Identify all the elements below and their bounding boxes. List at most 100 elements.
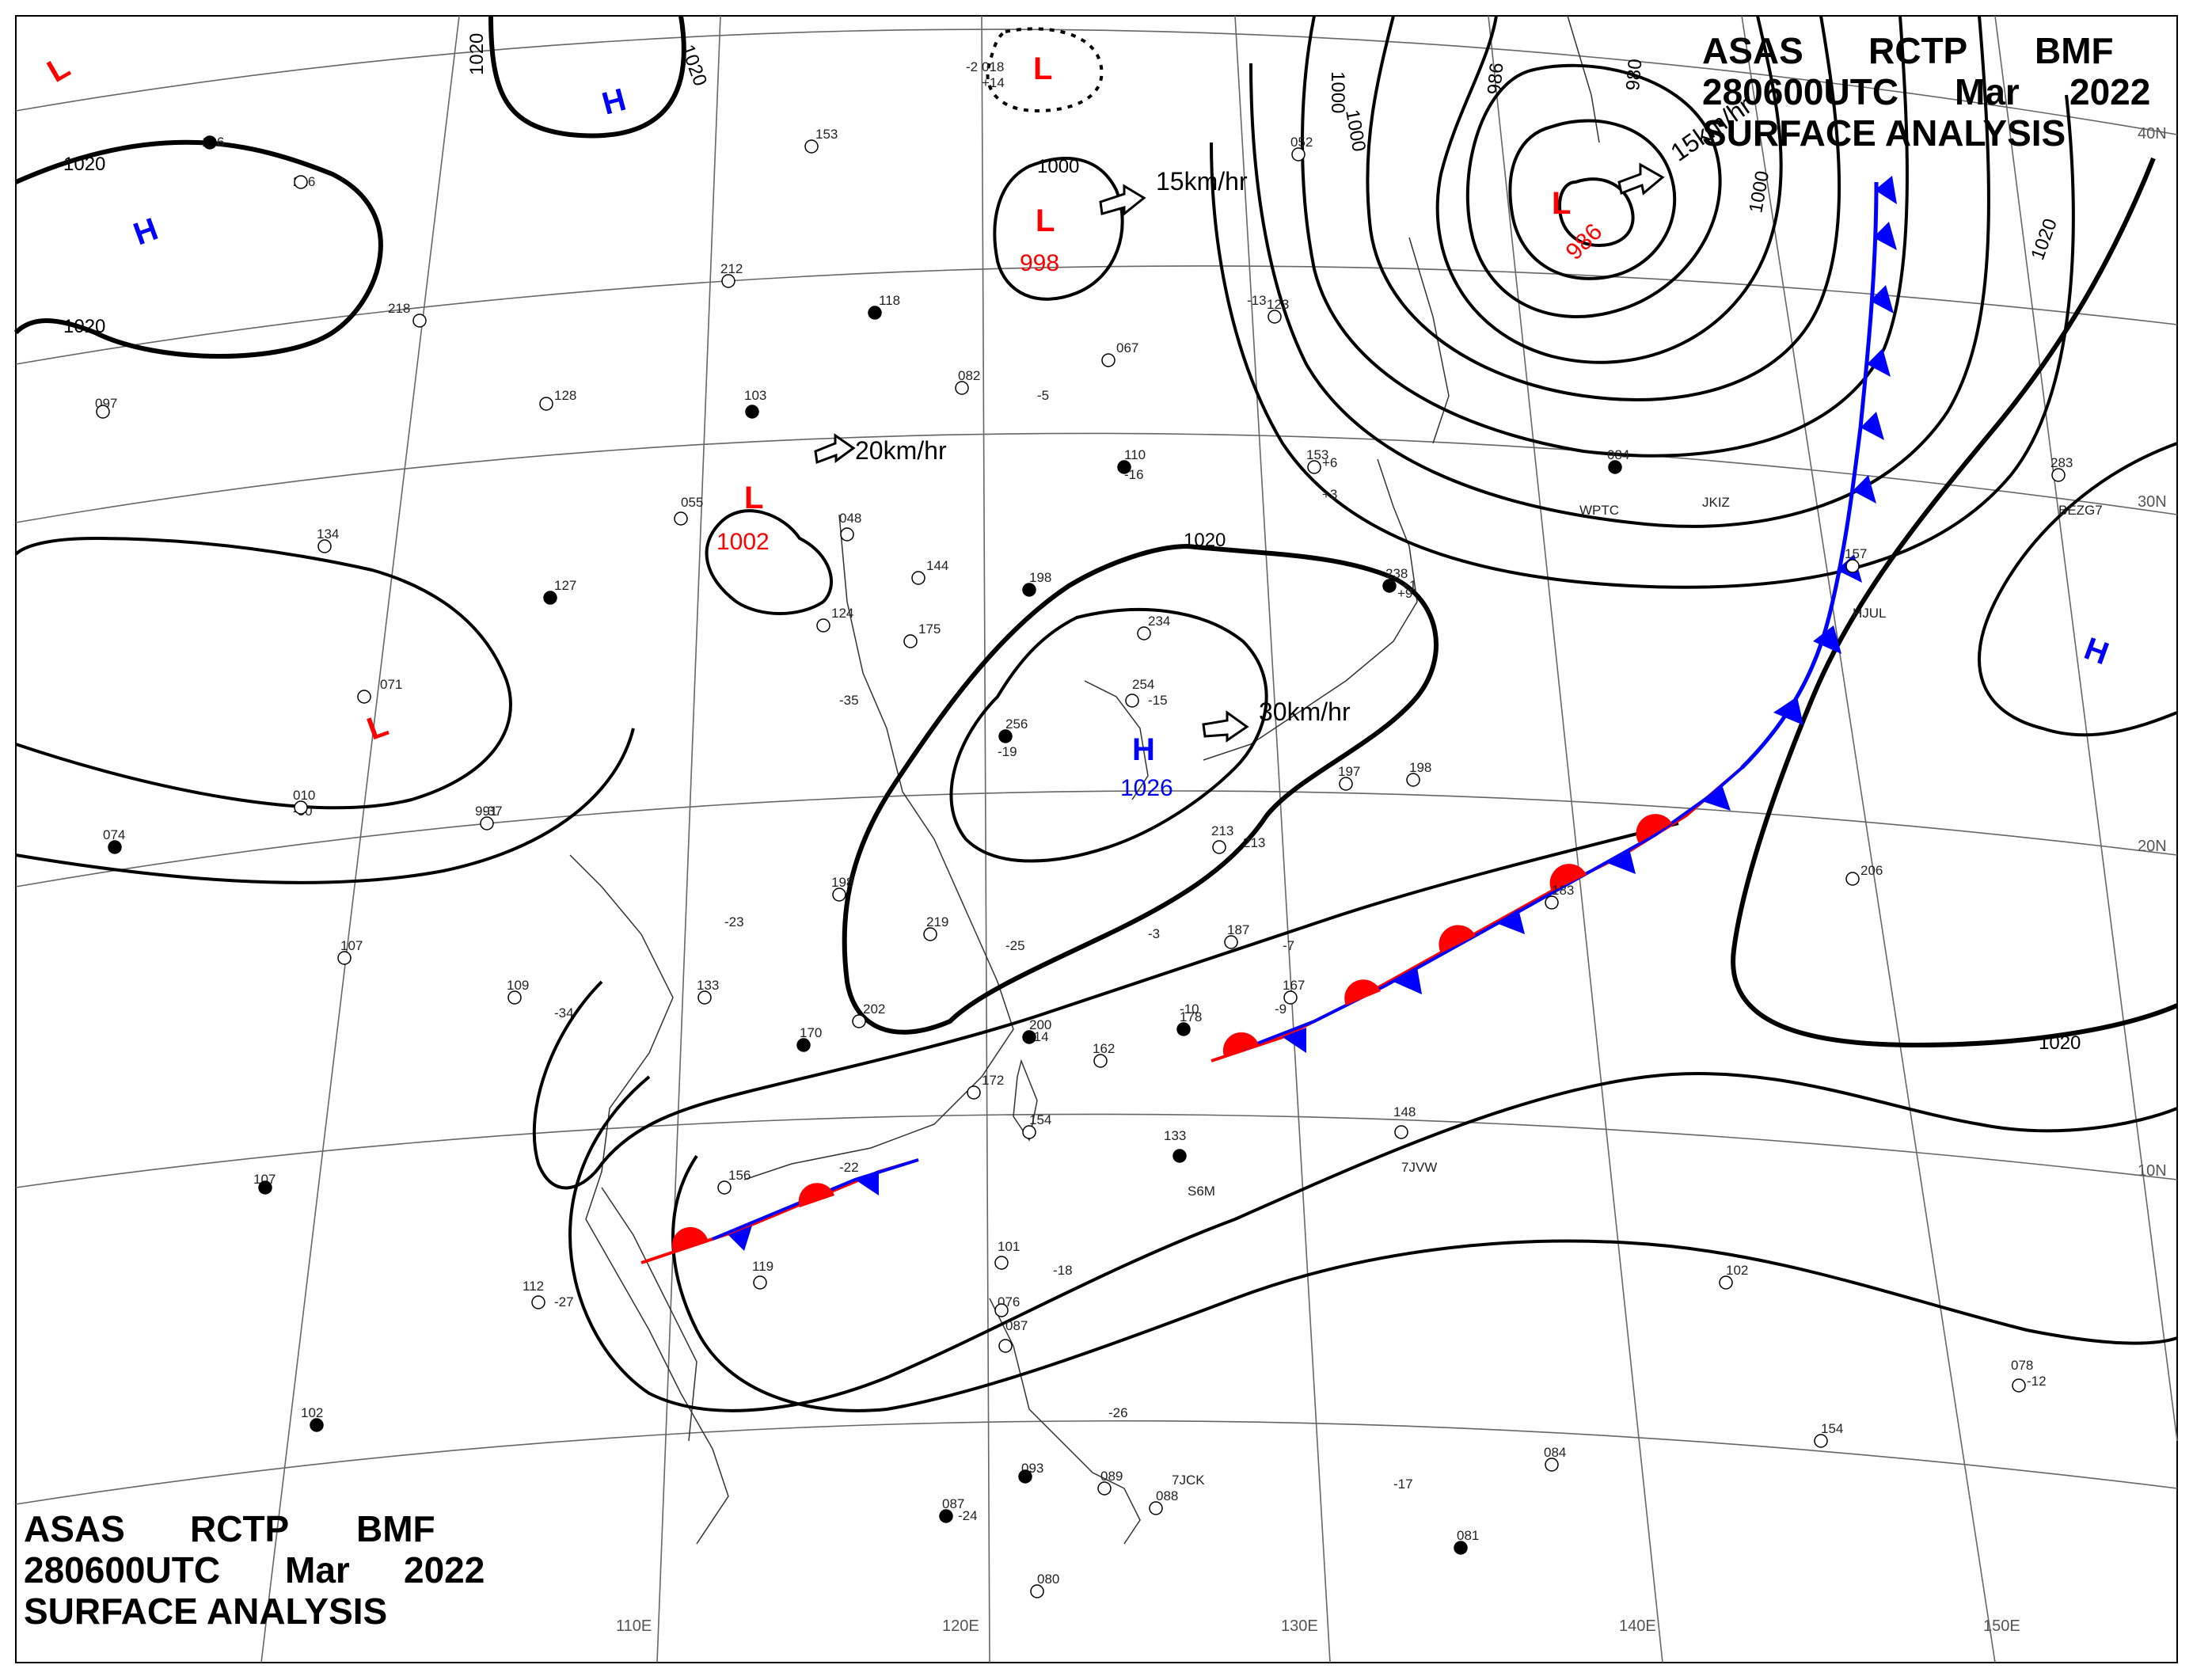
station-marker (1097, 1481, 1112, 1496)
warm-front-bump (1344, 979, 1381, 1005)
motion-speed-label: 15km/hr (1156, 167, 1248, 196)
map-frame (15, 15, 2178, 1663)
station-obs-text: 089 (1100, 1469, 1123, 1484)
station-obs-text: 133 (1164, 1128, 1186, 1143)
station-obs-text: 112 (523, 1279, 544, 1294)
station-obs-text: 048 (839, 511, 861, 526)
warm-front-bump (1549, 864, 1587, 891)
graticule (15, 15, 2178, 1663)
station-obs-text: +6 (1322, 455, 1337, 470)
station-marker (294, 175, 308, 189)
station-marker (804, 139, 819, 154)
station-marker (357, 690, 371, 704)
isobar-label: 1020 (466, 33, 488, 75)
station-obs-text: -2 (966, 59, 978, 74)
station-obs-text: 084 (1607, 447, 1629, 462)
isobar-1024-inner (949, 608, 1268, 863)
cold-front-triangle (1702, 787, 1731, 811)
year-label: 2022 (2069, 71, 2151, 112)
station-obs-text: 081 (1457, 1528, 1479, 1543)
cold-front-triangle (1393, 967, 1422, 994)
station-obs-text: -7 (1283, 938, 1294, 953)
station-obs-text: 144 (926, 558, 948, 573)
station-obs-text: 7JCK (1172, 1473, 1205, 1488)
warm-front-bump (1222, 1032, 1259, 1056)
station-marker (1382, 579, 1397, 593)
isobar-1000-east (1366, 15, 1841, 401)
header-line-2: 280600UTC Mar 2022 (24, 1549, 499, 1591)
parallel-35n (15, 265, 2178, 365)
station-obs-text: +1 (1401, 578, 1416, 593)
header-line-1: ASAS RCTP BMF (1702, 30, 2161, 71)
station-marker (258, 1180, 272, 1195)
motion-arrows (814, 162, 1665, 743)
low-pressure-value-998: 998 (1020, 250, 1059, 276)
station-marker (1117, 460, 1131, 474)
parallel-10n (15, 1113, 2178, 1188)
station-obs-text: -9 (1275, 1002, 1287, 1017)
station-obs-text: 991 (475, 804, 497, 819)
latitude-label: 20N (2138, 838, 2167, 855)
isobar-1020-north-b (488, 15, 686, 139)
station-obs-text: 055 (681, 495, 703, 510)
station-obs-text: 133 (697, 978, 719, 993)
cold-front-triangle (1283, 1028, 1306, 1053)
station-marker (412, 314, 427, 328)
isobar-label: 1020 (63, 154, 105, 175)
parallel-0 (15, 1420, 2178, 1505)
product-label: BMF (2035, 30, 2114, 71)
header-top: ASAS RCTP BMF 280600UTC Mar 2022 SURFACE ANA… (1702, 30, 2161, 154)
station-obs-text: 052 (1290, 135, 1313, 150)
station-obs-text: -26 (1108, 1405, 1128, 1420)
station-obs-text: 080 (1037, 1572, 1059, 1587)
station-obs-text: 197 (1338, 764, 1360, 779)
station-obs-text: WPTC (1579, 503, 1619, 518)
station-marker (1101, 353, 1116, 367)
year-label: 2022 (404, 1549, 485, 1591)
station-obs-text: 178 (1180, 1009, 1202, 1024)
station-marker (1339, 777, 1353, 791)
station-obs-text: -37 (483, 804, 503, 819)
station-obs-text: JKIZ (1702, 495, 1730, 510)
coast-taiwan (1013, 1059, 1038, 1142)
header-line-1: ASAS RCTP BMF (24, 1508, 499, 1549)
station-obs-text: 109 (507, 978, 529, 993)
station-obs-text: 198 (1029, 570, 1051, 585)
station-obs-text: 124 (831, 606, 853, 621)
station-obs-text: 118 (879, 293, 900, 308)
station-obs-text: 213 (1243, 835, 1265, 850)
station-marker (1406, 773, 1420, 787)
station-marker (1283, 990, 1298, 1005)
station-obs-text: 183 (1552, 883, 1574, 898)
station-marker (994, 1303, 1009, 1317)
station-marker (868, 306, 882, 320)
station-obs-text: 202 (863, 1002, 885, 1017)
isobar-1004-east (1301, 15, 1909, 458)
station-obs-text: 127 (554, 578, 576, 593)
station-obs-text: 254 (1132, 677, 1154, 692)
latitude-label: 10N (2138, 1162, 2167, 1180)
station-obs-text: 219 (926, 914, 948, 929)
motion-arrow (814, 433, 856, 465)
header-line-3: SURFACE ANALYSIS (1702, 112, 2161, 154)
station-obs-text: -27 (554, 1294, 574, 1309)
station-obs-text: 198 (1409, 760, 1431, 775)
low-pressure-value-1002: 1002 (716, 529, 770, 555)
latitude-label: 40N (2138, 125, 2167, 143)
valid-time-label: 280600UTC (1702, 71, 1899, 112)
station-obs-text: 256 (1005, 716, 1028, 732)
station-obs-text: 234 (1148, 614, 1170, 629)
isobar-986-low-a (1557, 177, 1635, 248)
agency-label: ASAS (1702, 30, 1803, 71)
cold-front-triangle (1813, 625, 1841, 654)
high-pressure-value-1026: 1026 (1120, 775, 1173, 801)
isobar-label: 980 (1622, 58, 1646, 91)
cold-front-triangle (1853, 475, 1876, 504)
valid-time-label: 280600UTC (24, 1549, 221, 1591)
isobar-1012-south (671, 1154, 2178, 1412)
isobar-labels: 1020 1020 1020 1020 1000 1000 1020 1000 … (63, 33, 2081, 1054)
coastlines (569, 15, 1600, 1545)
station-marker (998, 1339, 1013, 1353)
